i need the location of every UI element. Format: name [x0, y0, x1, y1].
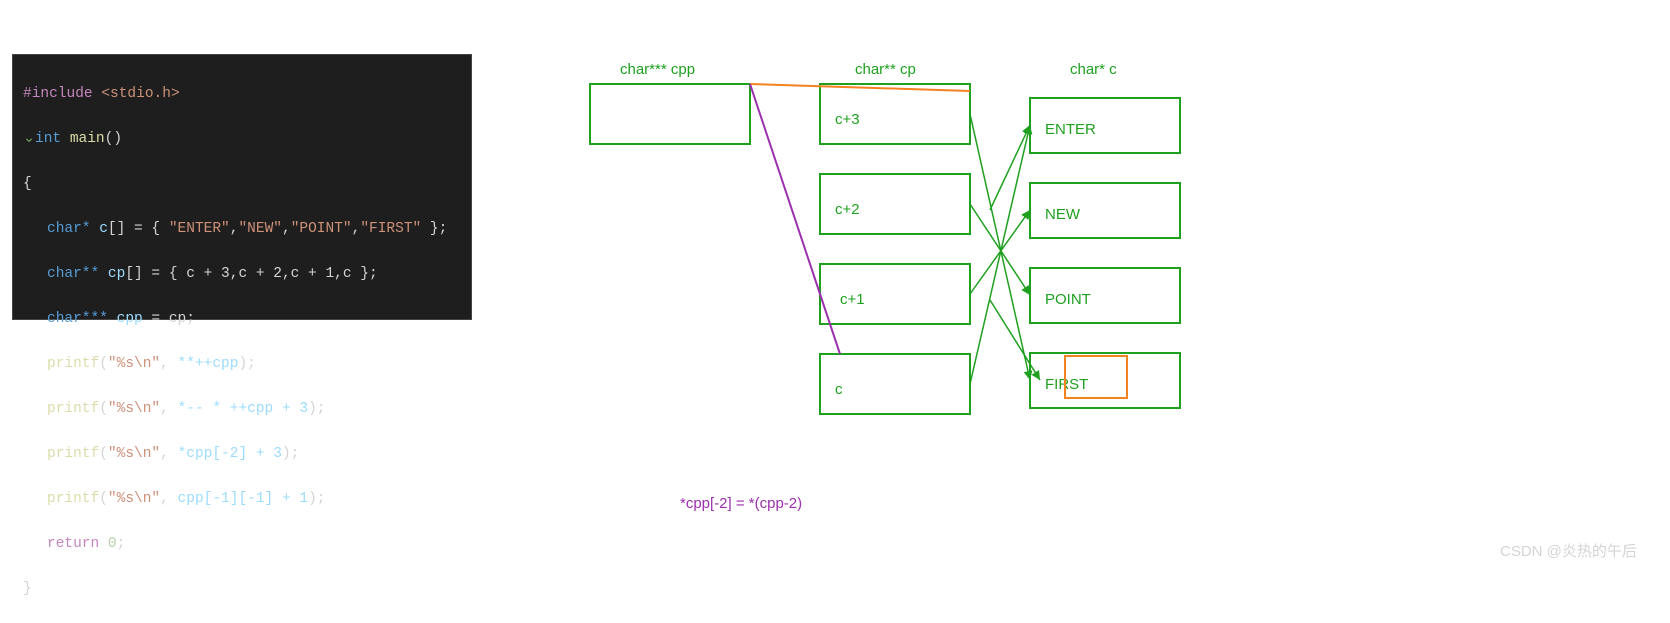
tok-sep1: , [160, 356, 177, 372]
c-label-1: NEW [1045, 206, 1081, 223]
tok-arr-open: [] = { [108, 221, 169, 237]
tok-comma2: , [352, 221, 361, 237]
cp-box-3 [820, 354, 970, 414]
tok-parens: () [105, 131, 122, 147]
orange-arrow [750, 84, 970, 91]
tok-arg2: *-- * ++cpp + 3 [178, 401, 309, 417]
tok-fmt3: "%s\n" [108, 446, 160, 462]
tok-close3: ); [282, 446, 299, 462]
tok-printf1: printf [47, 356, 99, 372]
tok-fmt2: "%s\n" [108, 401, 160, 417]
tok-close1: ); [238, 356, 255, 372]
cpp-header: char*** cpp [620, 61, 695, 78]
code-editor: #include <stdio.h> ⌄int main() { char* c… [12, 54, 472, 320]
cpp-box [590, 84, 750, 144]
caption: *cpp[-2] = *(cpp-2) [680, 495, 802, 512]
c-label-2: POINT [1045, 291, 1091, 308]
c-header: char* c [1070, 61, 1117, 78]
tok-sep3: , [160, 446, 177, 462]
cp-label-3: c [835, 381, 843, 398]
tok-main: main [70, 131, 105, 147]
fold-icon: ⌄ [23, 128, 35, 150]
tok-arg3: *cpp[-2] + 3 [178, 446, 282, 462]
tok-cpp-assign: = cp; [143, 311, 195, 327]
tok-comma1: , [282, 221, 291, 237]
tok-char3star: char*** [47, 311, 108, 327]
watermark: CSDN @炎热的午后 [1500, 540, 1637, 561]
tok-int: int [35, 131, 61, 147]
tok-charstar: char* [47, 221, 91, 237]
tok-return: return [47, 536, 99, 552]
tok-fmt1: "%s\n" [108, 356, 160, 372]
tok-semi: ; [117, 536, 126, 552]
tok-printf2: printf [47, 401, 99, 417]
str0: "ENTER" [169, 221, 230, 237]
tok-fmt4: "%s\n" [108, 491, 160, 507]
c-column: ENTER NEW POINT FIRST [1030, 98, 1180, 408]
purple-arrow [750, 84, 840, 354]
c-label-0: ENTER [1045, 121, 1096, 138]
tok-sep4: , [160, 491, 177, 507]
tok-include: #include [23, 86, 93, 102]
tok-close2: ); [308, 401, 325, 417]
tok-close4: ); [308, 491, 325, 507]
tok-sep2: , [160, 401, 177, 417]
cp-column: c+3 c+2 c+1 c [820, 84, 970, 414]
tok-arg4: cpp[-1][-1] + 1 [178, 491, 309, 507]
tok-cpp: cpp [117, 311, 143, 327]
cp-label-1: c+2 [835, 201, 860, 218]
tok-cp: cp [108, 266, 125, 282]
tok-printf3: printf [47, 446, 99, 462]
cp-label-0: c+3 [835, 111, 860, 128]
tok-obrace: { [23, 176, 32, 192]
c-label-3: FIRST [1045, 376, 1088, 393]
tok-arg1: **++cpp [178, 356, 239, 372]
tok-arr-close: }; [421, 221, 447, 237]
tok-c: c [99, 221, 108, 237]
tok-stdio: <stdio.h> [101, 86, 179, 102]
str1: "NEW" [238, 221, 282, 237]
tok-char2star: char** [47, 266, 99, 282]
tok-cbrace: } [23, 581, 32, 597]
cp-header: char** cp [855, 61, 916, 78]
tok-printf4: printf [47, 491, 99, 507]
tok-cp-init: [] = { c + 3,c + 2,c + 1,c }; [125, 266, 377, 282]
green-arrows [970, 114, 1040, 384]
str2: "POINT" [291, 221, 352, 237]
tok-zero: 0 [108, 536, 117, 552]
cp-label-2: c+1 [840, 291, 865, 308]
str3: "FIRST" [360, 221, 421, 237]
pointer-diagram: char*** cpp char** cp char* c c+3 c+2 c+… [560, 50, 1280, 470]
